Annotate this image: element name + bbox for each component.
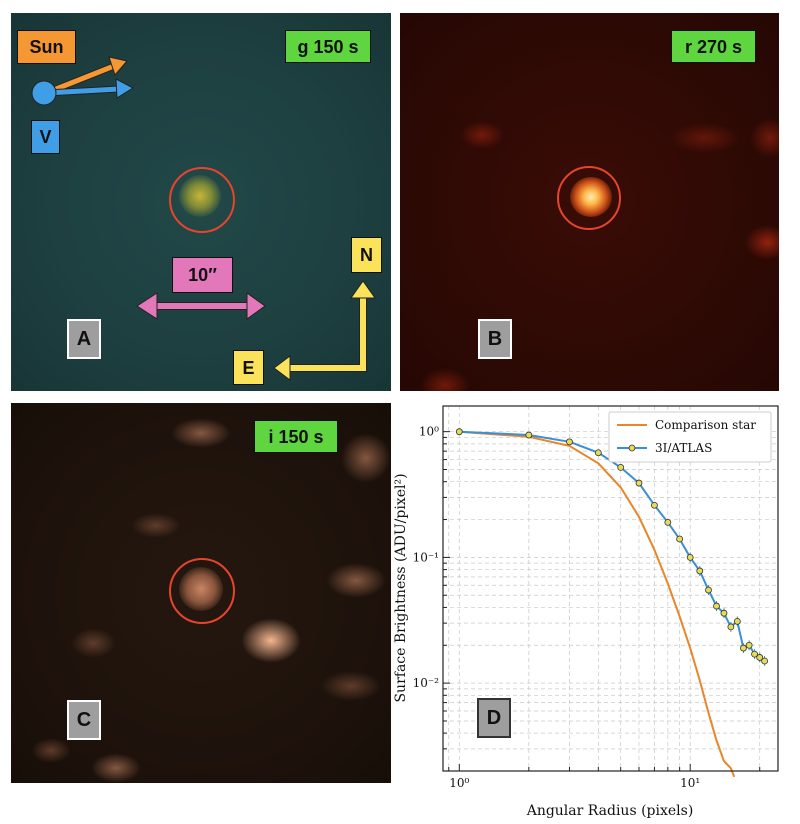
x-tick-label: 10¹ <box>680 776 700 790</box>
data-point-3i-atlas <box>635 479 643 487</box>
background-star <box>171 418 231 448</box>
target-aperture-ring <box>557 166 621 230</box>
y-tick-label: 10⁻¹ <box>413 550 439 564</box>
target-aperture-ring <box>169 167 235 233</box>
panel-b-label: B <box>478 319 512 359</box>
panel-d-label: D <box>477 698 511 738</box>
background-star <box>460 121 504 149</box>
legend-label-3i-atlas: 3I/ATLAS <box>655 441 712 455</box>
grid <box>443 406 778 772</box>
north-label: N <box>351 237 382 273</box>
panel-a-annotations <box>31 56 376 381</box>
scale-bar-arrow <box>136 292 266 320</box>
data-point-3i-atlas <box>525 431 533 439</box>
data-point-3i-atlas <box>713 602 720 610</box>
panel-a-g-band-image: Sun V g 150 s 10″ N E A <box>11 13 391 391</box>
data-point-3i-atlas <box>720 609 728 617</box>
data-point-3i-atlas <box>651 501 658 509</box>
ticks: 10⁰ 10¹ 10⁰ 10⁻¹ 10⁻² <box>413 425 761 790</box>
legend: Comparison star 3I/ATLAS <box>608 411 772 463</box>
data-point-3i-atlas <box>705 586 712 594</box>
exposure-label-g: g 150 s <box>285 30 371 63</box>
compass-arrows <box>273 280 376 381</box>
data-point-3i-atlas <box>733 617 741 625</box>
data-point-3i-atlas <box>756 654 764 661</box>
background-star <box>91 753 141 783</box>
y-axis-label: Surface Brightness (ADU/pixel²) <box>393 473 409 702</box>
data-point-3i-atlas <box>751 650 758 658</box>
legend-box <box>608 411 772 463</box>
y-tick-label: 10⁰ <box>419 425 439 439</box>
panel-d-radial-profile-chart: 10⁰ 10¹ 10⁰ 10⁻¹ 10⁻² Angular Radius (pixels… <box>393 398 793 820</box>
y-tick-label: 10⁻² <box>413 676 440 690</box>
origin-dot <box>31 80 57 106</box>
background-star <box>750 118 779 158</box>
background-star <box>420 368 470 391</box>
x-tick-label: 10⁰ <box>449 776 469 790</box>
background-star <box>745 225 779 260</box>
background-star <box>131 513 181 538</box>
data-point-3i-atlas <box>566 438 573 446</box>
data-point-3i-atlas <box>745 641 753 649</box>
background-star <box>31 738 71 763</box>
radial-profile-plot: 10⁰ 10¹ 10⁰ 10⁻¹ 10⁻² Angular Radius (pixels… <box>393 405 779 819</box>
background-star <box>241 618 301 663</box>
sun-arrow <box>44 56 128 97</box>
series-line-comparison-star <box>459 430 736 778</box>
legend-label-comparison-star: Comparison star <box>655 418 756 432</box>
background-star <box>321 671 381 701</box>
background-star <box>71 628 116 658</box>
series-line-3i-atlas <box>459 430 766 662</box>
plot-frame <box>442 405 779 772</box>
scale-bar-label: 10″ <box>172 257 233 293</box>
data-point-3i-atlas <box>696 567 704 575</box>
background-star <box>670 123 740 153</box>
target-aperture-ring <box>169 558 235 624</box>
exposure-label-i: i 150 s <box>254 420 338 453</box>
exposure-label-r: r 270 s <box>671 30 756 63</box>
velocity-arrow <box>45 78 135 99</box>
panel-c-label: C <box>67 700 101 740</box>
data-point-3i-atlas <box>727 623 735 631</box>
panel-b-r-band-image: r 270 s B <box>400 13 779 391</box>
data-point-3i-atlas <box>761 657 769 665</box>
data-point-3i-atlas <box>617 463 625 471</box>
velocity-direction-label: V <box>31 120 60 154</box>
panel-a-label: A <box>67 319 101 359</box>
data-point-3i-atlas <box>455 428 463 436</box>
data-point-3i-atlas <box>676 535 684 543</box>
background-star <box>326 563 386 598</box>
x-axis-label: Angular Radius (pixels) <box>526 803 694 819</box>
background-star <box>341 433 391 483</box>
data-point-3i-atlas <box>686 553 694 561</box>
east-label: E <box>233 350 264 385</box>
series-layer <box>455 428 769 778</box>
data-point-3i-atlas <box>664 518 672 526</box>
data-point-3i-atlas <box>740 644 747 652</box>
sun-direction-label: Sun <box>17 30 76 64</box>
data-point-3i-atlas <box>594 449 602 457</box>
panel-c-i-band-image: i 150 s C <box>11 403 391 783</box>
legend-marker-3i-atlas <box>628 444 636 452</box>
